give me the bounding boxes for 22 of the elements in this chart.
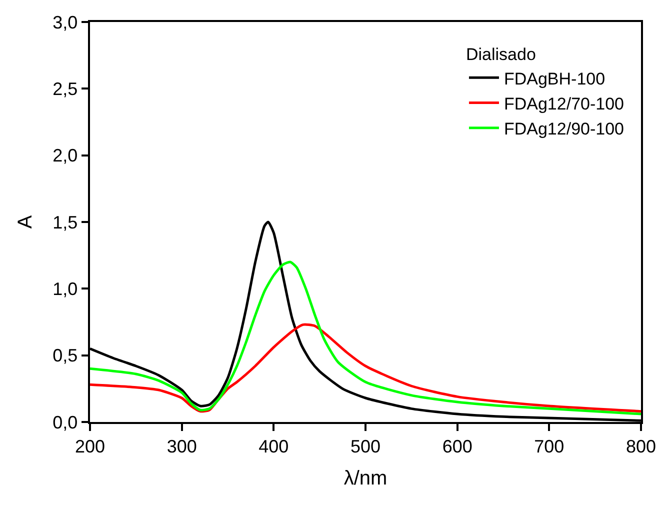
x-tick-label: 800 xyxy=(626,436,656,456)
y-tick-label: 3,0 xyxy=(52,12,78,32)
x-tick-label: 700 xyxy=(534,436,564,456)
legend-label: FDAg12/70-100 xyxy=(504,94,624,114)
y-axis-title: A xyxy=(14,214,37,229)
line-series xyxy=(90,260,641,416)
y-tick-label: 1,5 xyxy=(52,212,78,232)
x-tick-label: 400 xyxy=(258,436,289,456)
y-tick-label: 1,0 xyxy=(52,278,78,299)
y-tick-label: 2,5 xyxy=(52,78,78,99)
legend-label: FDAg12/90-100 xyxy=(504,119,624,138)
x-tick-label: 600 xyxy=(442,436,472,456)
legend-label: FDAgBH-100 xyxy=(504,69,606,88)
x-tick-label: 300 xyxy=(166,436,197,456)
y-tick-label: 0,5 xyxy=(52,346,78,366)
legend-title: Dialisado xyxy=(466,45,536,64)
y-tick-label: 0,0 xyxy=(52,412,78,432)
line-series xyxy=(90,323,641,413)
y-tick-label: 2,0 xyxy=(52,146,78,166)
x-tick-label: 500 xyxy=(350,436,381,456)
x-tick-label: 200 xyxy=(74,436,106,456)
x-axis-title: λ/nm xyxy=(344,467,388,490)
